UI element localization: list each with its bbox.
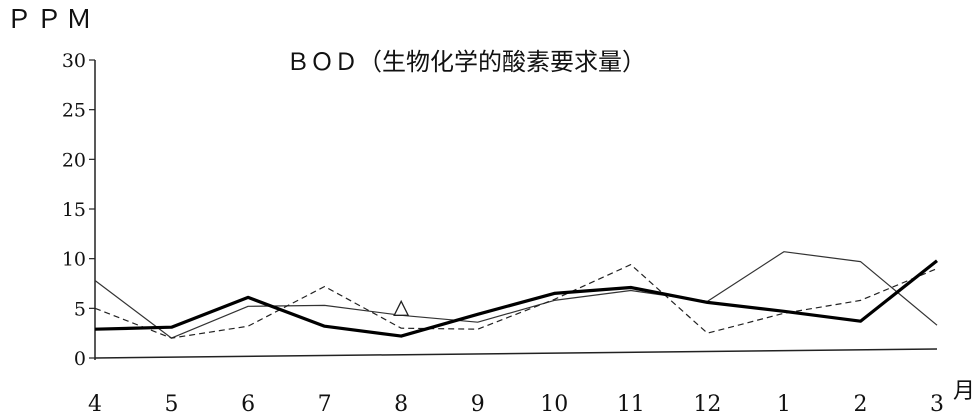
y-tick-label: 0 bbox=[74, 348, 86, 370]
series-lines bbox=[94, 251, 938, 339]
x-tick-label: 12 bbox=[693, 392, 721, 417]
triangle-marker bbox=[393, 299, 410, 316]
series-line-thin-solid bbox=[94, 251, 938, 339]
series-line-thick-solid bbox=[94, 259, 938, 338]
y-tick-label: 10 bbox=[62, 249, 86, 271]
y-tick-label: 20 bbox=[62, 149, 86, 171]
x-tick-label: 2 bbox=[853, 392, 867, 417]
x-tick-label: 6 bbox=[241, 392, 255, 417]
series-line-dashed bbox=[94, 264, 938, 339]
x-tick-label: 10 bbox=[540, 392, 568, 417]
chart-title: ＢＯＤ（生物化学的酸素要求量） bbox=[286, 48, 646, 76]
y-tick-label: 30 bbox=[62, 50, 86, 72]
x-tick-label: 1 bbox=[777, 392, 791, 417]
x-unit-label: 月 bbox=[953, 379, 975, 404]
x-tick-label: 5 bbox=[165, 392, 179, 417]
y-tick-label: 5 bbox=[74, 298, 86, 320]
x-tick-label: 7 bbox=[318, 392, 332, 417]
y-tick-label: 15 bbox=[62, 199, 86, 221]
y-tick-label: 25 bbox=[62, 100, 86, 122]
annotations bbox=[393, 299, 410, 316]
x-tick-label: 4 bbox=[88, 392, 102, 417]
x-tick-label: 3 bbox=[930, 392, 944, 417]
x-tick-label: 8 bbox=[394, 392, 408, 417]
x-tick-label: 9 bbox=[471, 392, 485, 417]
x-tick-label: 11 bbox=[617, 392, 645, 417]
x-axis-line bbox=[94, 348, 938, 359]
y-unit-label: ＰＰＭ bbox=[6, 5, 96, 35]
